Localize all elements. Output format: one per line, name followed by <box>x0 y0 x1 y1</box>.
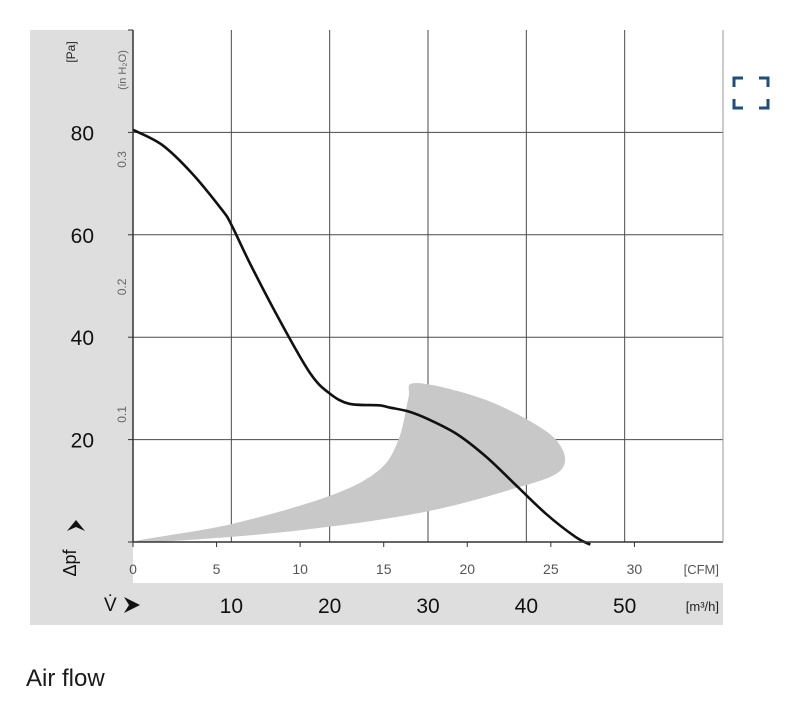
pressure-airflow-curve <box>132 128 591 546</box>
y-axis-arrow-icon <box>67 520 85 531</box>
x-unit-m3h: [m³/h] <box>686 599 719 614</box>
y-tick-label-pa: 40 <box>71 327 94 350</box>
y-unit-inh2o: (in H₂O) <box>117 50 129 90</box>
y-tick-label-inh2o: 0.2 <box>115 278 129 295</box>
y-tick-label-inh2o: 0.3 <box>115 151 129 168</box>
x-unit-cfm: [CFM] <box>684 562 719 577</box>
x-tick-label-m3h: 50 <box>613 595 636 618</box>
y-tick-label-pa: 60 <box>71 225 94 248</box>
y-tick-label-inh2o: 0.1 <box>115 406 129 423</box>
y-axis-symbol: Δpf <box>60 548 80 576</box>
x-tick-label-m3h: 40 <box>515 595 538 618</box>
x-axis-arrow-icon <box>124 597 140 613</box>
x-tick-label-cfm: 10 <box>292 561 308 577</box>
x-axis-symbol: V̇ <box>104 595 117 616</box>
expand-fullscreen-icon[interactable] <box>732 76 770 110</box>
axes <box>128 29 724 547</box>
tick-labels: 20 40 60 80 0.1 0.2 0.3 0 5 10 15 20 25 30 10 20 30 40 50 <box>71 122 643 618</box>
x-tick-label-cfm: 20 <box>459 561 475 577</box>
y-tick-label-pa: 20 <box>71 430 94 453</box>
x-tick-label-cfm: 0 <box>129 561 137 577</box>
x-tick-label-cfm: 30 <box>627 561 643 577</box>
y-tick-label-pa: 80 <box>71 122 94 145</box>
x-tick-label-cfm: 25 <box>543 561 559 577</box>
x-tick-label-m3h: 10 <box>220 595 243 618</box>
y-axis-panel <box>30 30 133 625</box>
y-unit-pa: [Pa] <box>64 41 78 62</box>
x-axis-panel <box>30 583 723 625</box>
x-tick-label-cfm: 5 <box>213 561 221 577</box>
x-tick-label-m3h: 20 <box>318 595 341 618</box>
x-tick-label-m3h: 30 <box>416 595 439 618</box>
x-tick-label-cfm: 15 <box>376 561 392 577</box>
chart-caption: Air flow <box>26 665 105 692</box>
operating-range-band <box>133 383 566 543</box>
